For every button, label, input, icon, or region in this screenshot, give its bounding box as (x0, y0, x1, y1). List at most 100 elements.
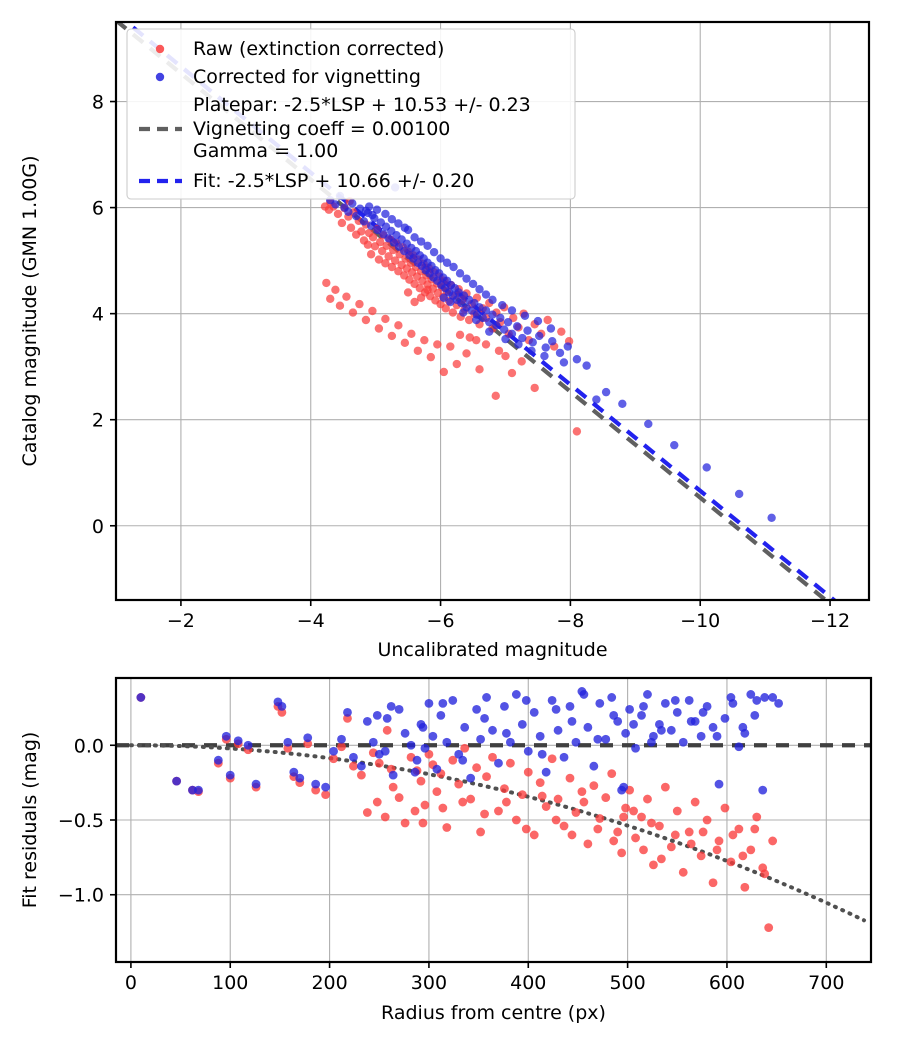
data-point (567, 716, 577, 726)
data-point (329, 754, 338, 764)
data-point (488, 310, 497, 319)
data-point (592, 395, 601, 404)
data-point (295, 773, 305, 783)
reference-lines (116, 743, 871, 923)
data-point (613, 827, 623, 837)
data-point (172, 776, 182, 786)
data-point (488, 725, 497, 735)
data-point (647, 818, 656, 828)
data-point (410, 233, 419, 242)
data-point (712, 845, 722, 855)
data-point (559, 821, 569, 831)
residuals-plot: 0 100 200 300 400 500 600 700 0.0 −0.5 −1.0 Radius … (19, 676, 873, 1024)
data-point (686, 839, 696, 849)
legend-label: Platepar: -2.5*LSP + 10.53 +/- 0.23 (193, 94, 531, 116)
data-point (734, 742, 744, 752)
data-point (702, 815, 712, 825)
data-point (343, 707, 352, 717)
x-tick-label: −12 (810, 610, 850, 632)
data-point (349, 752, 358, 762)
data-point (496, 313, 505, 323)
data-point (333, 209, 343, 219)
data-point (543, 315, 552, 325)
data-point (380, 746, 390, 756)
data-point (589, 781, 599, 791)
y-tick-label: −0.5 (58, 810, 104, 832)
data-point (362, 808, 372, 817)
data-point (458, 797, 468, 807)
data-point (672, 806, 682, 816)
data-point (464, 315, 474, 325)
data-point (643, 794, 652, 804)
y-axis-label: Catalog magnitude (GMN 1.00G) (19, 155, 41, 466)
data-point (346, 223, 356, 232)
data-point (433, 340, 442, 349)
data-point (243, 740, 253, 750)
data-point (320, 202, 330, 211)
data-point (660, 699, 670, 708)
data-point (349, 761, 358, 771)
data-point (644, 419, 653, 429)
data-point (428, 731, 438, 741)
data-point (400, 818, 410, 828)
data-point (448, 696, 458, 705)
data-point (337, 218, 347, 228)
data-point (348, 199, 357, 208)
data-point (507, 306, 517, 315)
data-point (529, 830, 539, 840)
x-tick-label: 200 (311, 972, 347, 994)
x-axis-label: Uncalibrated magnitude (377, 639, 607, 660)
data-point (553, 725, 563, 735)
x-tick-label: −6 (427, 610, 455, 632)
data-point (708, 722, 718, 732)
data-point (678, 737, 688, 747)
data-point (410, 806, 420, 816)
data-point (530, 383, 539, 393)
data-point (321, 790, 331, 799)
data-point (475, 303, 484, 312)
data-point (462, 349, 471, 358)
data-point (459, 308, 468, 317)
data-point (394, 267, 403, 276)
data-point (342, 292, 351, 301)
data-point (412, 755, 422, 765)
data-point (491, 391, 500, 401)
data-point (746, 690, 756, 699)
data-point (429, 247, 439, 257)
data-point (553, 794, 563, 804)
data-point (670, 440, 679, 450)
data-point (381, 314, 390, 324)
data-point (439, 367, 449, 377)
legend-label: Corrected for vignetting (193, 66, 421, 88)
data-point (416, 293, 426, 302)
data-point (481, 290, 491, 299)
data-point (277, 702, 287, 711)
data-point (442, 737, 452, 747)
data-point (631, 833, 640, 843)
data-point (601, 793, 611, 802)
data-point (512, 322, 522, 331)
data-point (511, 690, 521, 699)
data-point (472, 335, 481, 345)
data-point (647, 737, 656, 747)
data-point (557, 327, 566, 336)
data-point (656, 725, 666, 735)
data-point (750, 710, 760, 720)
x-tick-label: 400 (510, 972, 546, 994)
data-point (521, 824, 531, 834)
data-point (289, 767, 299, 777)
legend-background (126, 28, 576, 200)
x-tick-label: −4 (297, 610, 325, 632)
data-point (714, 836, 724, 846)
data-point (492, 321, 501, 330)
data-point (485, 327, 494, 336)
data-point (394, 321, 403, 330)
data-point (233, 736, 243, 746)
data-point (221, 731, 231, 741)
data-point (366, 221, 376, 230)
data-point (621, 728, 631, 738)
data-point (476, 827, 485, 837)
data-point (458, 755, 468, 765)
data-point (708, 878, 718, 888)
